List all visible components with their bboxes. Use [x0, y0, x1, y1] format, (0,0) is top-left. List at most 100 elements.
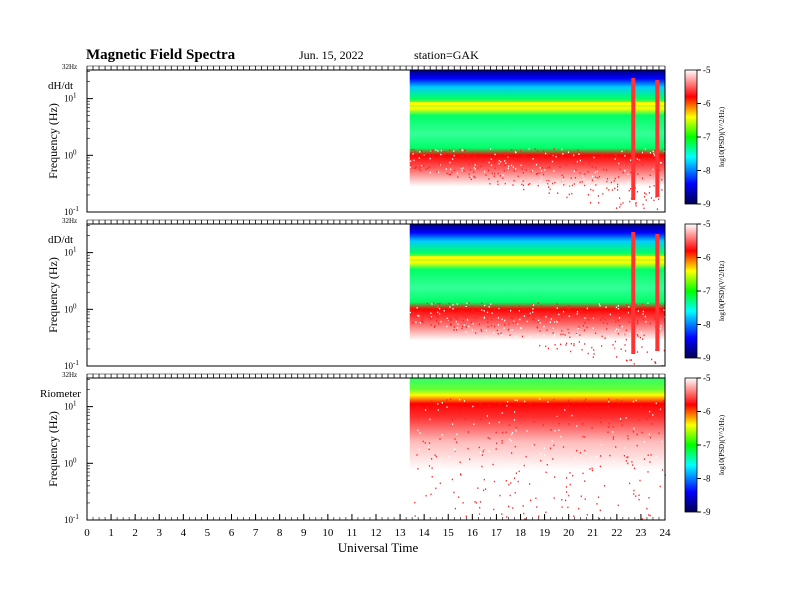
spectrogram-speckle — [504, 160, 506, 162]
top-frequency-label: 32Hz — [62, 63, 77, 71]
spectrogram-speckle — [614, 330, 616, 332]
spectrogram-speckle — [612, 438, 614, 440]
spectrogram-speckle — [577, 347, 579, 349]
spectrogram-speckle — [456, 433, 458, 436]
spectrogram-speckle — [636, 334, 638, 336]
spectrogram-speckle — [491, 172, 493, 175]
spectrogram-speckle — [617, 319, 619, 322]
spectrogram-speckle — [628, 189, 630, 192]
spectrogram-speckle — [574, 316, 576, 318]
spectrogram-speckle — [564, 334, 566, 336]
spectrogram-speckle — [569, 336, 571, 338]
spectrogram-speckle — [450, 323, 452, 325]
spectrogram-speckle — [569, 472, 571, 474]
spectrogram-speckle — [619, 310, 621, 312]
spectrogram-speckle — [602, 195, 604, 197]
y-tick-label: 100 — [64, 456, 77, 468]
spectrogram-speckle — [546, 329, 548, 331]
spectrogram-speckle — [644, 192, 646, 194]
spectrogram-speckle — [542, 173, 545, 176]
spectrogram-speckle — [478, 446, 480, 449]
spectrogram-speckle — [414, 515, 416, 517]
spectrogram-speckle — [550, 411, 552, 413]
spectrogram-speckle — [556, 303, 558, 305]
spectrogram-speckle — [556, 320, 558, 323]
spectrogram-speckle — [485, 329, 487, 332]
x-tick-label: 20 — [563, 527, 575, 539]
spectrogram-speckle — [579, 343, 581, 345]
x-tick-label: 4 — [181, 527, 187, 539]
spectrogram-speckle — [637, 173, 639, 175]
spectrogram-speckle — [583, 178, 585, 180]
spectrogram-speckle — [505, 162, 507, 164]
spectrogram-speckle — [445, 503, 447, 505]
spectrogram-speckle — [532, 339, 534, 342]
spectrogram-speckle — [627, 173, 629, 175]
spectrogram-speckle — [591, 346, 593, 349]
colorbar-tick-label: -5 — [703, 373, 711, 383]
spectrogram-speckle — [471, 162, 473, 165]
spectrogram-speckle — [591, 166, 593, 168]
spectrogram-speckle — [554, 471, 556, 473]
spectrogram-speckle — [549, 321, 551, 323]
spectrogram-speckle — [483, 317, 485, 319]
spectrogram-speckle — [510, 309, 512, 312]
spectrogram-speckle — [648, 192, 650, 194]
spectrogram-speckle — [570, 350, 572, 353]
spectrogram-speckle — [646, 418, 648, 420]
spectrogram-speckle — [558, 313, 560, 316]
spectrogram-speckle — [573, 343, 575, 345]
spectrogram-speckle — [455, 320, 457, 323]
spectrogram-speckle — [480, 418, 482, 421]
spectrogram-speckle — [561, 310, 563, 313]
spectrogram-speckle — [612, 431, 614, 433]
spectrogram-speckle — [430, 318, 432, 320]
spectrogram-speckle — [647, 471, 649, 473]
spectrogram-speckle — [612, 461, 614, 463]
spectrogram-speckle — [515, 321, 517, 324]
spectrogram-speckle — [537, 333, 539, 336]
x-tick-label: 3 — [157, 527, 163, 539]
spectrogram-speckle — [595, 176, 597, 179]
spectrogram-speckle — [643, 334, 645, 337]
spectrogram-speckle — [421, 318, 423, 320]
spectrogram-speckle — [617, 307, 619, 310]
spectrogram-speckle — [567, 506, 569, 509]
spectrogram-speckle — [537, 184, 539, 187]
spectrogram-speckle — [571, 192, 573, 195]
spectrogram-speckle — [568, 332, 570, 334]
spectrogram-speckle — [446, 406, 448, 408]
spectrogram-speckle — [559, 464, 561, 466]
spectrogram-speckle — [511, 164, 513, 167]
spectrogram-speckle — [554, 476, 556, 478]
spectrogram-speckle — [596, 170, 598, 173]
spectrogram-speckle — [508, 156, 510, 158]
spectrogram-speckle — [507, 309, 509, 312]
spectrogram-speckle — [661, 469, 664, 471]
spectrogram-speckle — [635, 202, 637, 204]
spectrogram-speckle — [575, 169, 577, 171]
spectrogram-speckle — [457, 176, 459, 178]
spectrogram-speckle — [422, 315, 425, 317]
spectrogram-speckle — [541, 170, 543, 172]
spectrogram-speckle — [648, 415, 650, 418]
spectrogram-speckle — [479, 506, 481, 509]
x-tick-label: 13 — [395, 527, 407, 539]
spectrogram-speckle — [538, 319, 540, 322]
spectrogram-speckle — [546, 401, 548, 403]
spectrogram-speckle — [536, 173, 538, 175]
spectrogram-speckle — [605, 169, 608, 171]
spectrogram-speckle — [632, 431, 634, 433]
spectrogram-speckle — [440, 153, 442, 156]
spectrogram-speckle — [637, 335, 639, 337]
spectrogram-speckle — [608, 189, 610, 191]
spectrogram-speckle — [552, 182, 554, 185]
spectrogram-speckle — [527, 468, 529, 471]
spectrogram-speckle — [573, 154, 575, 157]
spectrogram-speckle — [584, 184, 586, 187]
spectrogram-speckle — [532, 303, 534, 306]
spectrogram-speckle — [643, 196, 646, 198]
spectrogram-speckle — [620, 203, 622, 206]
spectrogram-speckle — [626, 332, 628, 334]
spectrogram-speckle — [443, 153, 445, 155]
